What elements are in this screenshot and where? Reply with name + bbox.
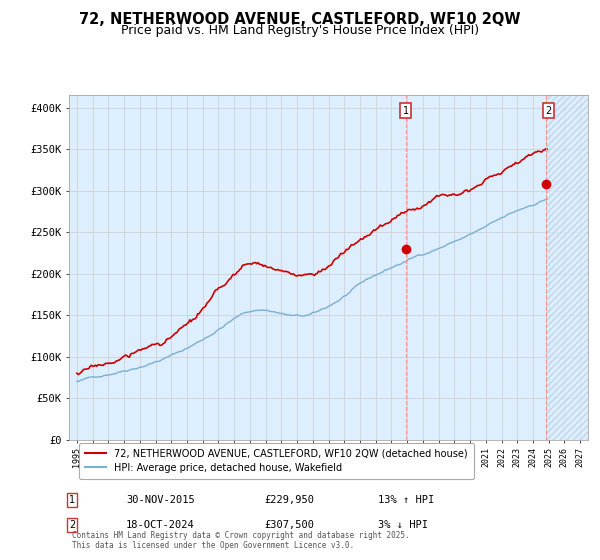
Text: 2: 2 bbox=[69, 520, 75, 530]
Text: Contains HM Land Registry data © Crown copyright and database right 2025.
This d: Contains HM Land Registry data © Crown c… bbox=[72, 530, 410, 550]
Text: £229,950: £229,950 bbox=[264, 495, 314, 505]
Text: 13% ↑ HPI: 13% ↑ HPI bbox=[378, 495, 434, 505]
Text: Price paid vs. HM Land Registry's House Price Index (HPI): Price paid vs. HM Land Registry's House … bbox=[121, 24, 479, 37]
Text: 30-NOV-2015: 30-NOV-2015 bbox=[126, 495, 195, 505]
Text: 1: 1 bbox=[403, 105, 409, 115]
Text: 18-OCT-2024: 18-OCT-2024 bbox=[126, 520, 195, 530]
Text: 72, NETHERWOOD AVENUE, CASTLEFORD, WF10 2QW: 72, NETHERWOOD AVENUE, CASTLEFORD, WF10 … bbox=[79, 12, 521, 27]
Text: 1: 1 bbox=[69, 495, 75, 505]
Text: £307,500: £307,500 bbox=[264, 520, 314, 530]
Text: 2: 2 bbox=[545, 105, 552, 115]
Bar bbox=[545, 95, 588, 440]
Legend: 72, NETHERWOOD AVENUE, CASTLEFORD, WF10 2QW (detached house), HPI: Average price: 72, NETHERWOOD AVENUE, CASTLEFORD, WF10 … bbox=[79, 442, 473, 479]
Bar bbox=[545, 95, 588, 440]
Text: 3% ↓ HPI: 3% ↓ HPI bbox=[378, 520, 428, 530]
